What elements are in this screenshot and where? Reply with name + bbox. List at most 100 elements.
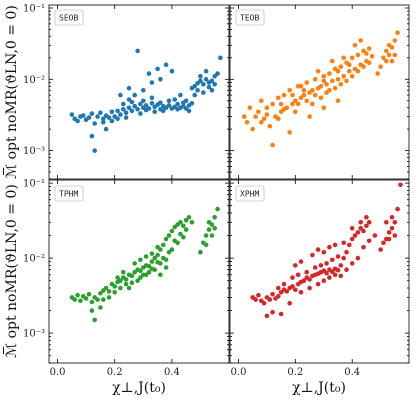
data-point-tphm-68 — [149, 266, 155, 272]
data-point-teob-17 — [290, 101, 295, 107]
x-axis-label-right: χ⊥,J(t₀) — [292, 380, 346, 396]
y-tick-label-tphm-0: 10⁻³ — [23, 329, 45, 340]
data-point-seob-20 — [126, 105, 132, 110]
data-point-tphm-47 — [212, 215, 217, 220]
data-point-xphm-12 — [284, 289, 290, 294]
data-point-teob-94 — [369, 54, 375, 59]
data-point-tphm-84 — [143, 254, 149, 259]
panel-tphm: TPHM — [48, 179, 230, 364]
data-point-teob-5 — [256, 109, 261, 115]
data-point-xphm-69 — [310, 252, 315, 258]
data-point-seob-51 — [215, 71, 220, 76]
data-point-tphm-48 — [215, 206, 220, 212]
data-point-seob-57 — [126, 85, 132, 91]
data-point-tphm-39 — [181, 223, 186, 229]
data-point-xphm-4 — [261, 301, 267, 306]
data-point-teob-91 — [301, 88, 307, 93]
data-point-teob-54 — [287, 130, 293, 135]
data-point-xphm-66 — [372, 233, 378, 238]
data-point-tphm-38 — [178, 220, 183, 225]
data-point-tphm-63 — [118, 285, 123, 291]
data-point-xphm-50 — [264, 313, 270, 319]
data-point-tphm-62 — [181, 234, 186, 240]
data-point-seob-79 — [181, 100, 186, 105]
data-point-seob-50 — [212, 74, 217, 79]
data-point-seob-80 — [186, 108, 192, 114]
data-point-xphm-1 — [253, 297, 258, 302]
data-point-xphm-28 — [330, 269, 335, 275]
data-point-teob-73 — [355, 68, 361, 74]
data-point-tphm-53 — [126, 285, 132, 291]
data-point-seob-22 — [132, 103, 137, 109]
data-point-tphm-49 — [92, 317, 97, 323]
data-point-xphm-80 — [386, 236, 392, 242]
data-point-xphm-88 — [281, 281, 287, 287]
data-point-teob-34 — [338, 64, 344, 69]
data-point-tphm-76 — [206, 220, 212, 225]
data-point-teob-38 — [349, 55, 355, 61]
data-point-tphm-71 — [166, 249, 172, 255]
data-point-tphm-79 — [203, 242, 209, 248]
data-point-tphm-28 — [149, 259, 155, 264]
data-point-teob-93 — [335, 68, 341, 74]
data-point-teob-16 — [287, 88, 293, 93]
data-point-xphm-34 — [347, 242, 352, 248]
data-point-tphm-32 — [161, 242, 166, 248]
data-point-teob-62 — [352, 43, 358, 48]
data-point-xphm-67 — [293, 263, 298, 268]
data-point-teob-27 — [318, 83, 324, 89]
data-point-seob-53 — [92, 148, 97, 153]
data-point-seob-2 — [75, 118, 80, 124]
data-point-teob-0 — [241, 114, 247, 119]
data-point-seob-91 — [129, 99, 135, 105]
data-point-xphm-55 — [307, 285, 312, 291]
data-point-teob-85 — [259, 119, 264, 125]
data-point-teob-7 — [261, 116, 267, 121]
data-point-xphm-42 — [378, 247, 383, 252]
data-point-seob-96 — [172, 97, 177, 102]
data-point-xphm-53 — [287, 301, 293, 306]
data-point-tphm-51 — [98, 305, 103, 310]
data-point-seob-74 — [123, 115, 129, 120]
data-point-teob-63 — [358, 38, 364, 43]
data-point-xphm-82 — [304, 269, 310, 275]
data-point-teob-31 — [330, 78, 335, 84]
panel-xphm-tag: XPHM — [235, 185, 265, 202]
data-point-seob-48 — [206, 84, 212, 90]
panel-xphm-points — [250, 182, 403, 319]
data-point-xphm-64 — [361, 244, 366, 250]
data-point-seob-52 — [218, 55, 223, 61]
data-point-seob-63 — [135, 48, 140, 54]
data-point-seob-60 — [155, 66, 160, 72]
data-point-teob-90 — [295, 101, 301, 107]
data-point-teob-8 — [264, 105, 270, 110]
data-point-teob-35 — [341, 74, 347, 79]
data-point-tphm-78 — [209, 233, 215, 238]
data-point-teob-66 — [310, 101, 315, 107]
data-point-tphm-44 — [203, 233, 209, 238]
data-point-xphm-68 — [298, 259, 304, 264]
data-point-teob-33 — [335, 77, 341, 82]
data-point-tphm-54 — [135, 278, 140, 284]
data-point-teob-52 — [375, 71, 381, 76]
data-point-teob-89 — [290, 92, 295, 98]
data-point-seob-49 — [209, 88, 215, 93]
data-point-xphm-77 — [364, 215, 369, 220]
data-point-xphm-59 — [332, 272, 338, 278]
data-point-xphm-61 — [344, 267, 349, 273]
data-point-xphm-51 — [270, 309, 275, 315]
data-point-teob-14 — [281, 92, 287, 98]
data-point-tphm-3 — [78, 298, 83, 304]
data-point-teob-40 — [355, 52, 361, 58]
data-point-seob-16 — [115, 108, 120, 114]
data-point-seob-47 — [203, 77, 209, 82]
data-point-tphm-85 — [149, 251, 155, 256]
data-point-tphm-40 — [183, 217, 189, 223]
data-point-xphm-90 — [290, 275, 295, 280]
data-point-tphm-81 — [101, 297, 106, 302]
data-point-seob-75 — [115, 116, 120, 121]
data-point-seob-67 — [158, 77, 163, 82]
data-point-xphm-65 — [366, 238, 372, 244]
x-tick-label-tphm-2: 0.4 — [164, 367, 180, 378]
